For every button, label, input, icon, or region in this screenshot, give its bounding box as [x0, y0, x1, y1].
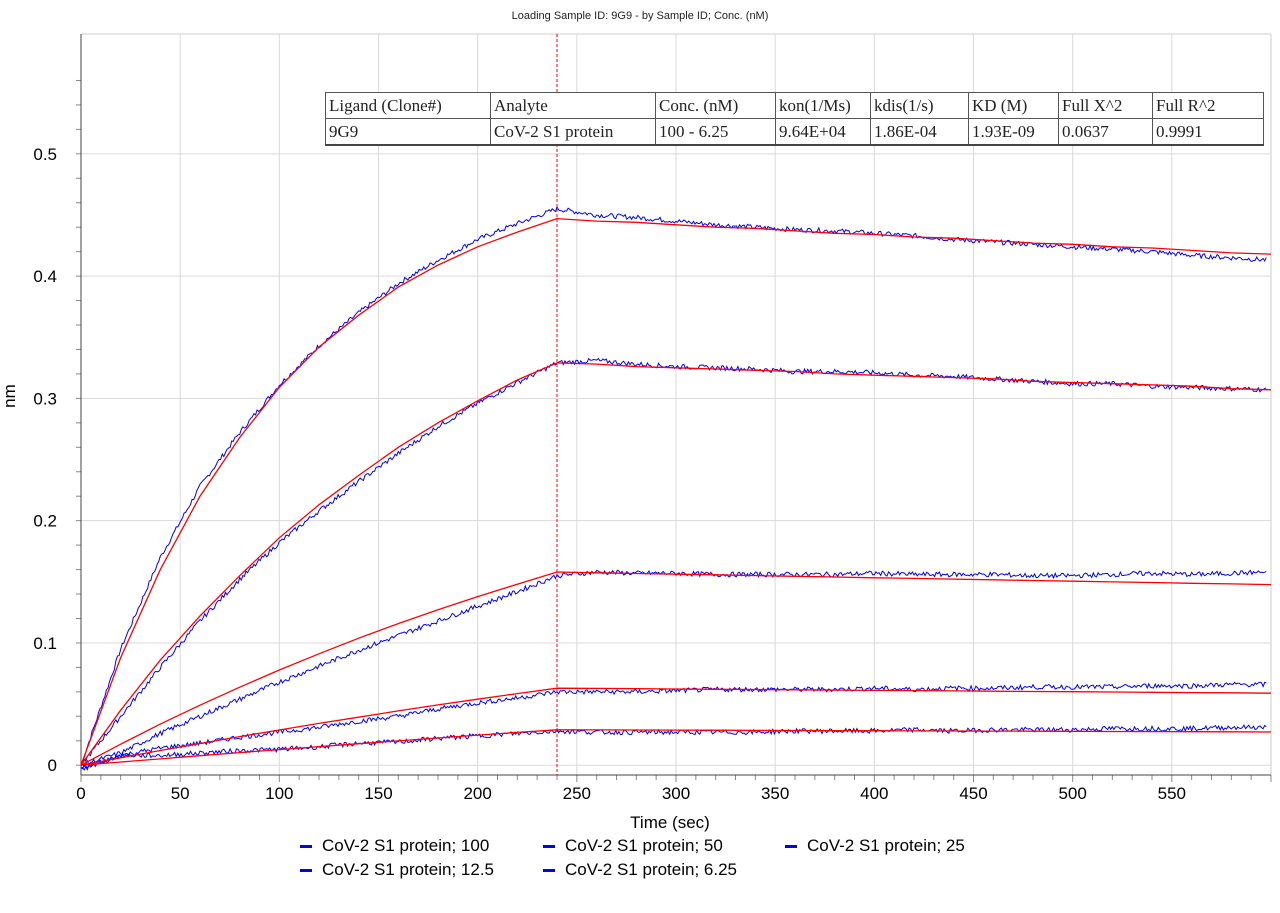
measured-line-0 [80, 205, 1267, 766]
header-conc: Conc. (nM) [655, 92, 776, 119]
cell-ligand: 9G9 [325, 118, 491, 146]
legend-item: CoV-2 S1 protein; 25 [785, 836, 965, 856]
x-tick-label: 450 [959, 784, 987, 803]
y-tick-label: 0.2 [33, 512, 57, 531]
y-tick-label: 0.3 [33, 389, 57, 408]
x-tick-label: 300 [662, 784, 690, 803]
legend-label: CoV-2 S1 protein; 100 [322, 836, 490, 855]
cell-kdis: 1.86E-04 [870, 118, 969, 146]
x-tick-label: 100 [265, 784, 293, 803]
legend-label: CoV-2 S1 protein; 12.5 [322, 860, 495, 879]
x-tick-label: 500 [1058, 784, 1086, 803]
measured-line-2 [80, 569, 1267, 768]
cell-analyte: CoV-2 S1 protein [490, 118, 656, 146]
legend-label: CoV-2 S1 protein; 25 [807, 836, 965, 855]
y-tick-label: 0.4 [33, 267, 57, 286]
y-tick-label: 0.5 [33, 145, 57, 164]
kinetics-table: Ligand (Clone#) Analyte Conc. (nM) kon(1… [325, 92, 1264, 146]
y-tick-label: 0 [48, 756, 57, 775]
measured-line-3 [80, 681, 1267, 771]
legend-swatch [543, 845, 555, 849]
table-header-row: Ligand (Clone#) Analyte Conc. (nM) kon(1… [325, 92, 1264, 119]
measured-line-1 [80, 357, 1267, 766]
x-axis-label: Time (sec) [630, 813, 710, 832]
cell-kd: 1.93E-09 [968, 118, 1059, 146]
header-full-x2: Full X^2 [1058, 92, 1153, 119]
legend-swatch [300, 845, 312, 849]
x-tick-label: 400 [860, 784, 888, 803]
legend-label: CoV-2 S1 protein; 50 [565, 836, 723, 855]
fit-line-4 [80, 729, 1272, 766]
y-tick-label: 0.1 [33, 634, 57, 653]
header-kd: KD (M) [968, 92, 1059, 119]
cell-kon: 9.64E+04 [775, 118, 871, 146]
x-tick-label: 250 [563, 784, 591, 803]
legend-swatch [543, 869, 555, 873]
legend-swatch [300, 869, 312, 873]
x-tick-label: 0 [76, 784, 85, 803]
fit-line-0 [80, 217, 1272, 766]
x-tick-label: 150 [364, 784, 392, 803]
fit-line-3 [80, 687, 1272, 766]
legend-item: CoV-2 S1 protein; 6.25 [543, 860, 737, 880]
table-row: 9G9 CoV-2 S1 protein 100 - 6.25 9.64E+04… [325, 118, 1264, 146]
fit-line-2 [80, 571, 1272, 766]
fit-line-1 [80, 362, 1272, 766]
legend-swatch [785, 845, 797, 849]
legend-item: CoV-2 S1 protein; 100 [300, 836, 489, 856]
x-tick-label: 550 [1158, 784, 1186, 803]
legend-item: CoV-2 S1 protein; 12.5 [300, 860, 494, 880]
header-kon: kon(1/Ms) [775, 92, 871, 119]
header-analyte: Analyte [490, 92, 656, 119]
header-full-r2: Full R^2 [1152, 92, 1264, 119]
legend-item: CoV-2 S1 protein; 50 [543, 836, 723, 856]
cell-full-r2: 0.9991 [1152, 118, 1264, 146]
x-tick-label: 200 [463, 784, 491, 803]
x-tick-label: 50 [171, 784, 190, 803]
header-ligand: Ligand (Clone#) [325, 92, 491, 119]
cell-conc: 100 - 6.25 [655, 118, 776, 146]
legend-label: CoV-2 S1 protein; 6.25 [565, 860, 738, 879]
header-kdis: kdis(1/s) [870, 92, 969, 119]
x-tick-label: 350 [761, 784, 789, 803]
chart-title: Loading Sample ID: 9G9 - by Sample ID; C… [511, 10, 769, 22]
y-axis-label: nm [0, 384, 19, 408]
cell-full-x2: 0.0637 [1058, 118, 1153, 146]
